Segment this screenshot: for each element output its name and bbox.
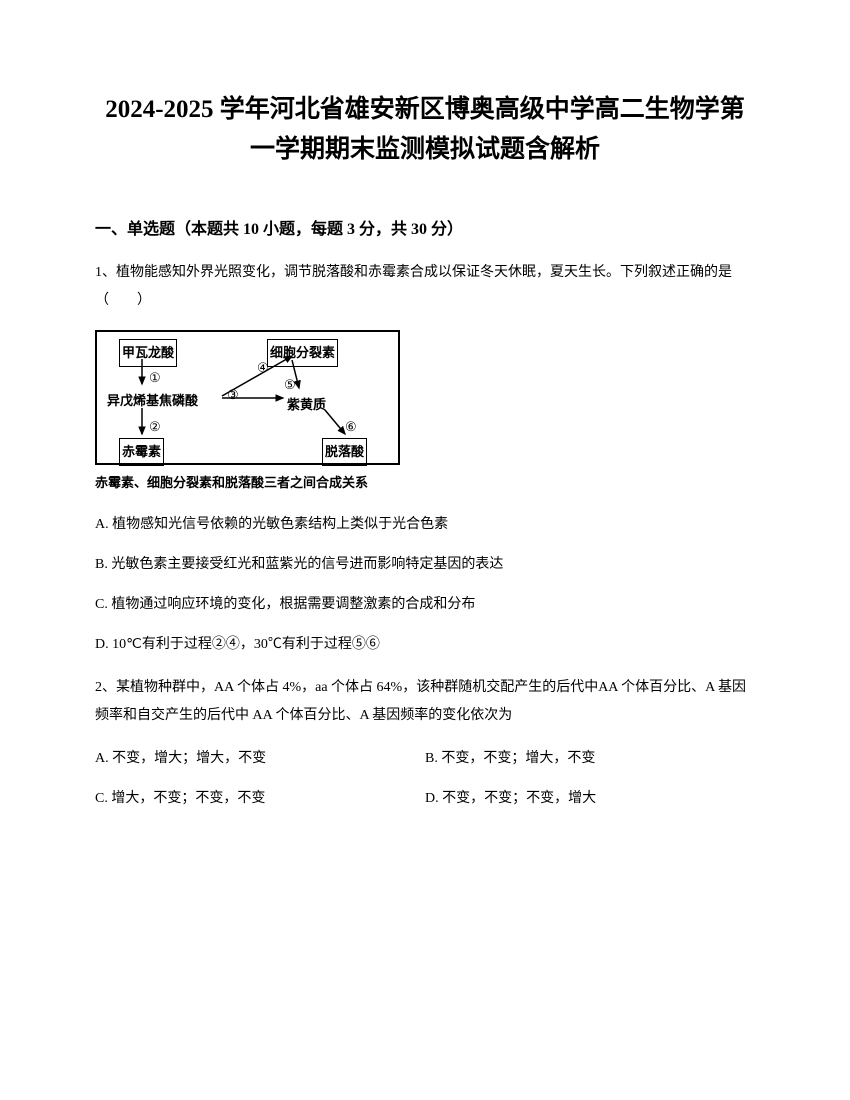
section-header: 一、单选题（本题共 10 小题，每题 3 分，共 30 分） — [95, 215, 755, 239]
q2-option-a: A. 不变，增大；增大，不变 — [95, 745, 425, 773]
question-1-text: 1、植物能感知外界光照变化，调节脱落酸和赤霉素合成以保证冬天休眠，夏天生长。下列… — [95, 259, 755, 315]
diagram-num-5: ⑤ — [284, 372, 296, 398]
diagram-num-6: ⑥ — [345, 414, 357, 440]
q1-option-c: C. 植物通过响应环境的变化，根据需要调整激素的合成和分布 — [95, 591, 755, 619]
diagram-num-1: ① — [149, 365, 161, 391]
diagram-num-2: ② — [149, 414, 161, 440]
q1-option-a: A. 植物感知光信号依赖的光敏色素结构上类似于光合色素 — [95, 511, 755, 539]
document-title: 2024-2025 学年河北省雄安新区博奥高级中学高二生物学第一学期期末监测模拟… — [95, 90, 755, 170]
q2-option-c: C. 增大，不变；不变，不变 — [95, 785, 425, 813]
q2-option-d: D. 不变，不变；不变，增大 — [425, 785, 755, 813]
q2-option-b: B. 不变，不变；增大，不变 — [425, 745, 755, 773]
synthesis-diagram: 甲瓦龙酸 异戊烯基焦磷酸 赤霉素 细胞分裂素 紫黄质 脱落酸 — [95, 330, 400, 465]
question-1: 1、植物能感知外界光照变化，调节脱落酸和赤霉素合成以保证冬天休眠，夏天生长。下列… — [95, 259, 755, 659]
q1-option-b: B. 光敏色素主要接受红光和蓝紫光的信号进而影响特定基因的表达 — [95, 551, 755, 579]
diagram-container: 甲瓦龙酸 异戊烯基焦磷酸 赤霉素 细胞分裂素 紫黄质 脱落酸 — [95, 330, 755, 496]
q1-option-d: D. 10℃有利于过程②④，30℃有利于过程⑤⑥ — [95, 631, 755, 659]
diagram-num-4: ④ — [257, 355, 269, 381]
diagram-num-3: ③ — [227, 382, 239, 408]
q2-options-row-2: C. 增大，不变；不变，不变 D. 不变，不变；不变，增大 — [95, 785, 755, 813]
question-2: 2、某植物种群中，AA 个体占 4%，aa 个体占 64%，该种群随机交配产生的… — [95, 674, 755, 813]
q2-options-row-1: A. 不变，增大；增大，不变 B. 不变，不变；增大，不变 — [95, 745, 755, 773]
diagram-caption: 赤霉素、细胞分裂素和脱落酸三者之间合成关系 — [95, 470, 755, 496]
question-2-text: 2、某植物种群中，AA 个体占 4%，aa 个体占 64%，该种群随机交配产生的… — [95, 674, 755, 730]
